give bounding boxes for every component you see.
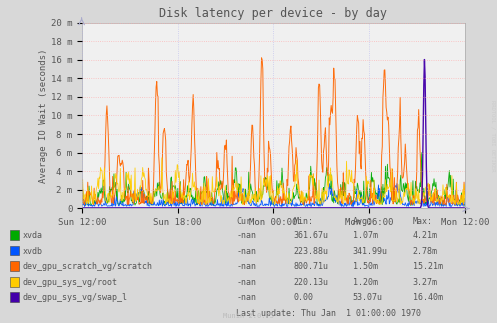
Text: 361.67u: 361.67u [293,231,328,240]
Text: dev_gpu_sys_vg/swap_l: dev_gpu_sys_vg/swap_l [22,293,127,302]
Text: -nan: -nan [236,278,256,287]
Text: xvda: xvda [22,231,42,240]
Text: dev_gpu_sys_vg/root: dev_gpu_sys_vg/root [22,278,117,287]
Text: 53.07u: 53.07u [353,293,383,302]
Text: 3.27m: 3.27m [413,278,437,287]
Text: Last update: Thu Jan  1 01:00:00 1970: Last update: Thu Jan 1 01:00:00 1970 [236,309,421,318]
Text: Munin 2.0.75: Munin 2.0.75 [223,313,274,319]
Text: -nan: -nan [236,293,256,302]
Text: 220.13u: 220.13u [293,278,328,287]
Y-axis label: Average IO Wait (seconds): Average IO Wait (seconds) [39,48,48,183]
Text: 2.78m: 2.78m [413,247,437,256]
Text: dev_gpu_scratch_vg/scratch: dev_gpu_scratch_vg/scratch [22,262,153,271]
Text: RRDTOOL / TOBI OETIKER: RRDTOOL / TOBI OETIKER [491,100,496,172]
Text: Max:: Max: [413,217,432,226]
Text: 800.71u: 800.71u [293,262,328,271]
Text: 15.21m: 15.21m [413,262,442,271]
Text: xvdb: xvdb [22,247,42,256]
Text: -nan: -nan [236,231,256,240]
Text: 1.07m: 1.07m [353,231,378,240]
Text: 341.99u: 341.99u [353,247,388,256]
Text: 0.00: 0.00 [293,293,313,302]
Text: Cur:: Cur: [236,217,256,226]
Text: 4.21m: 4.21m [413,231,437,240]
Text: -nan: -nan [236,247,256,256]
Text: -nan: -nan [236,262,256,271]
Text: 1.50m: 1.50m [353,262,378,271]
Text: Avg:: Avg: [353,217,373,226]
Text: 16.40m: 16.40m [413,293,442,302]
Text: Min:: Min: [293,217,313,226]
Title: Disk latency per device - by day: Disk latency per device - by day [160,7,387,20]
Text: 1.20m: 1.20m [353,278,378,287]
Text: 223.88u: 223.88u [293,247,328,256]
